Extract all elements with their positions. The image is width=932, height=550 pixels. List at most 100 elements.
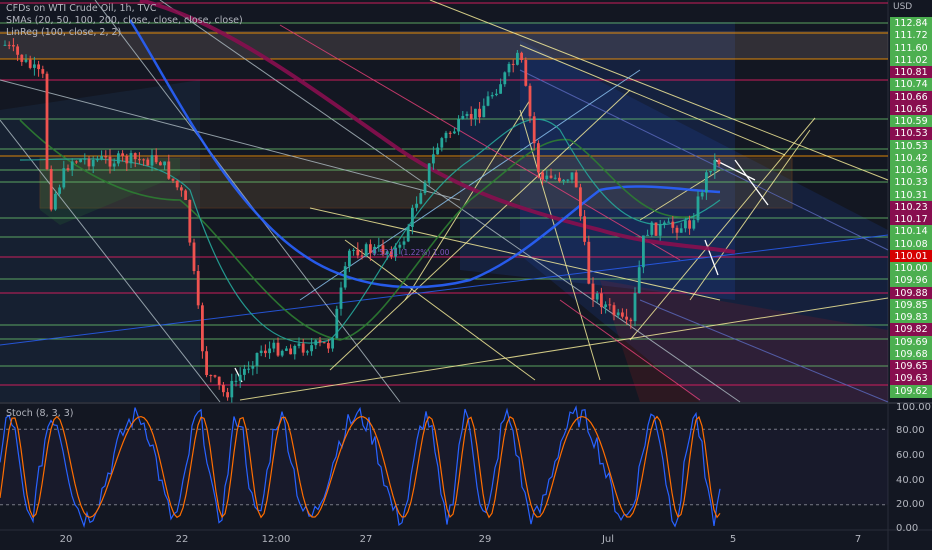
price-tag[interactable]: 110.53 bbox=[890, 127, 932, 141]
price-tag[interactable]: 109.62 bbox=[890, 384, 932, 398]
candle-body bbox=[406, 226, 410, 242]
price-tag[interactable]: 110.17 bbox=[890, 213, 932, 226]
candle-body bbox=[507, 63, 511, 73]
price-tag[interactable]: 110.08 bbox=[890, 237, 932, 251]
candle-body bbox=[322, 342, 326, 344]
price-tag[interactable]: 109.96 bbox=[890, 274, 932, 288]
price-tag[interactable]: 110.36 bbox=[890, 164, 932, 177]
candle-body bbox=[259, 350, 263, 354]
candle-body bbox=[503, 72, 507, 85]
price-tag[interactable]: 110.01 bbox=[890, 249, 932, 263]
candle-body bbox=[348, 250, 351, 267]
price-tag[interactable]: 111.60 bbox=[890, 41, 932, 55]
linreg-legend[interactable]: LinReg (100, close, 2, 2) bbox=[6, 27, 122, 38]
trend-line-12 bbox=[0, 119, 221, 403]
candle-body bbox=[390, 251, 393, 257]
candle-body bbox=[264, 350, 267, 354]
candle-body bbox=[558, 177, 561, 182]
regression-lower bbox=[600, 280, 888, 402]
candle-body bbox=[364, 244, 368, 257]
candle-body bbox=[12, 45, 15, 47]
candle-body bbox=[373, 246, 376, 254]
candle-body bbox=[684, 220, 687, 229]
price-tag[interactable]: 109.63 bbox=[890, 372, 932, 386]
stoch-pane-bg bbox=[0, 404, 888, 530]
candle-body bbox=[436, 147, 439, 155]
candle-body bbox=[411, 207, 414, 227]
time-axis-label: 12:00 bbox=[261, 534, 291, 545]
stoch-legend[interactable]: Stoch (8, 3, 3) bbox=[6, 408, 74, 419]
trend-line-1 bbox=[519, 44, 786, 156]
price-tag[interactable]: 110.53 bbox=[890, 139, 932, 153]
trend-line-11 bbox=[0, 234, 889, 346]
candle-body bbox=[28, 59, 32, 68]
candle-body bbox=[188, 200, 192, 243]
symbol-title[interactable]: CFDs on WTI Crude Oil, 1h, TVC bbox=[6, 3, 157, 14]
sma-legend[interactable]: SMAs (20, 50, 100, 200, close, close, cl… bbox=[6, 15, 243, 26]
candle-body bbox=[423, 182, 427, 194]
candle-body bbox=[209, 375, 213, 377]
candle-body bbox=[285, 348, 288, 351]
trend-line-6 bbox=[519, 109, 601, 381]
price-tag[interactable]: 110.14 bbox=[890, 225, 932, 239]
time-axis-label: 22 bbox=[175, 534, 189, 545]
trend-line-18 bbox=[299, 69, 641, 301]
price-tag[interactable]: 110.81 bbox=[890, 66, 932, 79]
left-green-zone bbox=[40, 158, 180, 225]
candle-body bbox=[465, 113, 469, 116]
time-axis-label: 7 bbox=[854, 534, 862, 545]
currency-label: USD bbox=[893, 2, 913, 12]
candle-body bbox=[58, 187, 61, 194]
candle-body bbox=[709, 170, 712, 173]
candle-body bbox=[570, 172, 574, 180]
arrow-2 bbox=[704, 239, 719, 276]
candle-body bbox=[301, 343, 305, 353]
price-tag[interactable]: 110.00 bbox=[890, 262, 932, 275]
price-tag[interactable]: 109.82 bbox=[890, 323, 932, 337]
price-tag[interactable]: 109.69 bbox=[890, 335, 932, 349]
candle-body bbox=[587, 241, 591, 284]
price-tag[interactable]: 110.23 bbox=[890, 200, 932, 214]
price-tag[interactable]: 110.74 bbox=[890, 78, 932, 92]
candle-body bbox=[222, 385, 225, 393]
price-tag[interactable]: 109.65 bbox=[890, 360, 932, 373]
trend-line-4 bbox=[329, 89, 631, 371]
candle-body bbox=[339, 287, 343, 309]
candle-body bbox=[7, 44, 11, 46]
price-tag[interactable]: 110.33 bbox=[890, 176, 932, 190]
candle-body bbox=[499, 84, 502, 94]
candle-body bbox=[427, 163, 431, 183]
candle-body bbox=[654, 222, 658, 236]
price-tag[interactable]: 112.84 bbox=[890, 17, 932, 30]
candle-body bbox=[419, 193, 423, 204]
price-tag[interactable]: 110.65 bbox=[890, 102, 932, 116]
candle-body bbox=[238, 374, 242, 381]
candle-body bbox=[675, 227, 679, 233]
price-tag[interactable]: 109.83 bbox=[890, 311, 932, 324]
price-tag[interactable]: 110.66 bbox=[890, 90, 932, 104]
candle-body bbox=[432, 154, 435, 164]
price-tag[interactable]: 110.42 bbox=[890, 151, 932, 165]
candle-body bbox=[549, 175, 553, 178]
candle-body bbox=[117, 153, 120, 164]
candle-body bbox=[272, 342, 276, 349]
candle-body bbox=[541, 172, 544, 180]
price-tag[interactable]: 111.72 bbox=[890, 29, 932, 43]
price-tag[interactable]: 110.59 bbox=[890, 115, 932, 128]
candle-body bbox=[604, 304, 607, 308]
candle-body bbox=[49, 169, 53, 210]
price-tag[interactable]: 111.02 bbox=[890, 53, 932, 67]
price-tag[interactable]: 109.68 bbox=[890, 347, 932, 361]
stoch-axis-label: 60.00 bbox=[896, 450, 925, 461]
regression-upper bbox=[520, 40, 888, 402]
price-tag[interactable]: 110.31 bbox=[890, 188, 932, 202]
candle-body bbox=[37, 64, 40, 70]
price-tag[interactable]: 109.85 bbox=[890, 298, 932, 312]
candle-body bbox=[314, 340, 318, 346]
trend-lines bbox=[0, 0, 889, 403]
candle-body bbox=[100, 156, 103, 160]
price-tag[interactable]: 109.88 bbox=[890, 286, 932, 300]
